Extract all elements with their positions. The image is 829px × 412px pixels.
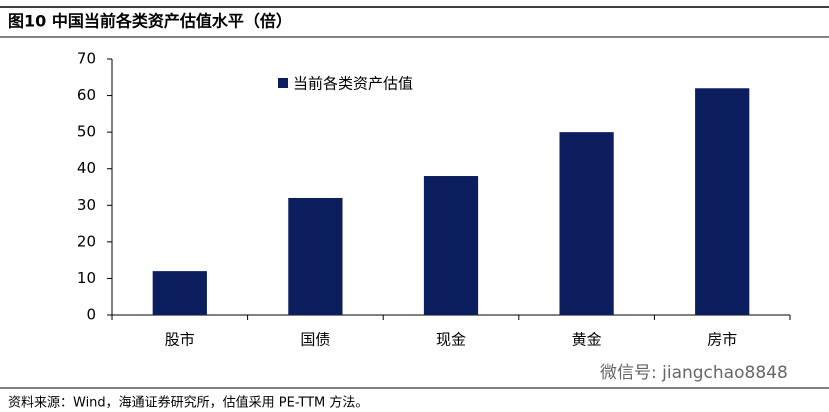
x-tick-label: 黄金 <box>572 331 602 349</box>
legend-swatch <box>278 78 288 88</box>
x-tick-label: 现金 <box>436 331 466 349</box>
x-tick-label: 房市 <box>707 331 737 349</box>
y-tick-label: 40 <box>77 159 96 177</box>
bar <box>288 197 343 315</box>
bar <box>423 176 479 315</box>
y-tick-label: 20 <box>77 232 96 250</box>
bar <box>152 271 207 315</box>
x-tick-label: 股市 <box>165 331 195 349</box>
y-tick-label: 60 <box>77 86 96 104</box>
x-tick-label: 国债 <box>300 331 330 349</box>
watermark: 微信号: jiangchao8848 <box>600 363 788 383</box>
chart-title: 图10 中国当前各类资产估值水平（倍） <box>8 12 292 31</box>
bar <box>695 88 750 315</box>
y-tick-label: 50 <box>77 123 96 141</box>
y-tick-label: 70 <box>77 50 96 68</box>
y-tick-label: 10 <box>77 269 96 287</box>
source-note: 资料来源：Wind，海通证券研究所，估值采用 PE-TTM 方法。 <box>8 395 368 411</box>
legend-label: 当前各类资产估值 <box>293 75 413 93</box>
y-tick-label: 0 <box>86 306 96 324</box>
bar <box>559 132 614 315</box>
y-tick-label: 30 <box>77 196 96 214</box>
